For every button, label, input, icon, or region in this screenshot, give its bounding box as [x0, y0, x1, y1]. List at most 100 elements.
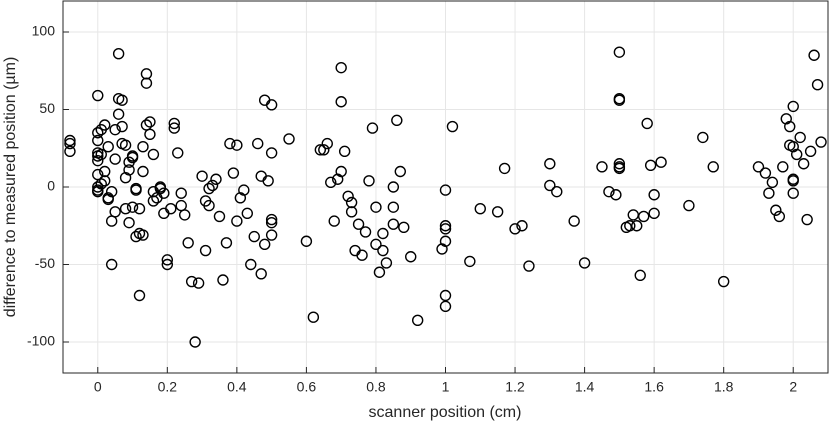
- point: [815, 136, 827, 148]
- point: [217, 274, 229, 286]
- x-tick-label: 0: [94, 379, 102, 395]
- point: [787, 187, 799, 199]
- point: [179, 209, 191, 221]
- point: [411, 314, 424, 326]
- point: [255, 268, 267, 280]
- point: [474, 202, 486, 215]
- point: [648, 189, 660, 201]
- point: [773, 210, 786, 223]
- point: [394, 165, 406, 178]
- point: [683, 199, 695, 212]
- point: [335, 61, 347, 74]
- y-tick-label: 50: [39, 100, 55, 116]
- point: [596, 161, 608, 173]
- point: [613, 94, 626, 106]
- point: [377, 244, 389, 257]
- point: [373, 266, 386, 278]
- point: [439, 223, 452, 235]
- x-tick-label: 1.8: [714, 379, 734, 395]
- point: [168, 122, 180, 134]
- point: [763, 187, 775, 199]
- x-axis-label: scanner position (cm): [369, 404, 522, 421]
- point: [123, 216, 135, 229]
- point: [342, 190, 354, 203]
- point: [370, 238, 382, 251]
- point: [655, 156, 667, 168]
- point: [265, 216, 278, 229]
- point: [787, 100, 799, 113]
- point: [766, 176, 779, 189]
- point: [603, 185, 615, 198]
- point: [318, 144, 330, 156]
- point: [370, 201, 382, 213]
- point: [64, 137, 76, 150]
- point: [307, 311, 320, 323]
- point: [759, 167, 772, 179]
- point: [787, 175, 799, 187]
- y-tick-label: 100: [32, 23, 56, 39]
- point: [578, 257, 591, 269]
- point: [231, 139, 243, 151]
- point: [95, 178, 107, 190]
- point: [258, 238, 271, 251]
- point: [613, 158, 626, 170]
- point: [130, 230, 142, 243]
- x-tick-label: 0.2: [158, 379, 178, 395]
- point: [509, 223, 521, 235]
- point: [265, 147, 278, 159]
- point: [231, 215, 243, 227]
- point: [133, 289, 146, 302]
- point: [140, 77, 153, 89]
- point: [133, 202, 146, 215]
- point: [192, 277, 205, 289]
- point: [321, 137, 333, 150]
- point: [624, 220, 636, 232]
- point: [439, 300, 452, 313]
- point: [116, 120, 128, 133]
- x-tick-label: 1.4: [575, 379, 595, 395]
- point: [95, 148, 107, 161]
- x-tick-label: 1.2: [505, 379, 525, 395]
- point: [439, 184, 452, 196]
- point: [199, 244, 212, 257]
- point: [784, 120, 796, 133]
- point: [380, 257, 393, 269]
- point: [238, 184, 250, 196]
- point: [405, 251, 417, 263]
- point: [161, 258, 174, 271]
- point: [262, 175, 274, 187]
- point: [109, 123, 121, 136]
- point: [804, 145, 817, 158]
- point: [144, 116, 156, 128]
- point: [439, 235, 452, 247]
- point: [245, 258, 257, 271]
- point: [446, 120, 459, 133]
- point: [717, 275, 730, 288]
- point: [158, 187, 170, 199]
- point: [196, 170, 208, 182]
- point: [206, 179, 219, 192]
- point: [610, 189, 622, 201]
- point: [220, 237, 233, 249]
- point: [92, 181, 104, 193]
- point: [241, 207, 253, 220]
- point: [335, 165, 347, 178]
- point: [523, 260, 535, 272]
- point: [175, 187, 187, 199]
- y-tick-label: -100: [27, 333, 55, 349]
- point: [109, 206, 121, 218]
- point: [265, 229, 278, 241]
- point: [791, 148, 803, 161]
- point: [464, 255, 476, 268]
- point: [213, 210, 226, 223]
- point: [359, 226, 372, 238]
- point: [116, 94, 128, 106]
- point: [283, 133, 295, 145]
- point: [387, 181, 400, 193]
- point: [498, 162, 511, 175]
- point: [752, 161, 765, 173]
- point: [613, 46, 626, 58]
- point: [387, 218, 400, 230]
- point: [112, 48, 125, 60]
